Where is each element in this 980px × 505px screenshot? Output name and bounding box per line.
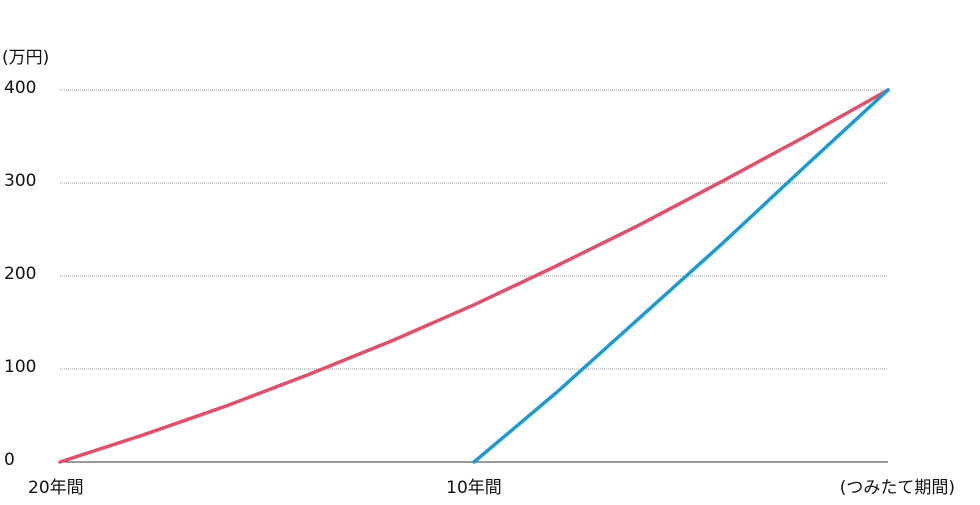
y-tick-label: 100 <box>4 357 36 377</box>
y-tick-label: 400 <box>4 78 36 98</box>
x-tick-label: 10年間 <box>446 478 502 498</box>
y-tick-label: 300 <box>4 171 36 191</box>
y-tick-label: 0 <box>4 450 15 470</box>
y-tick-label: 200 <box>4 264 36 284</box>
x-axis-label: (つみたて期間) <box>840 478 955 498</box>
x-tick-label: 20年間 <box>28 478 84 498</box>
line-series <box>58 88 890 464</box>
line-series <box>472 88 890 464</box>
y-axis-unit: (万円) <box>2 48 49 68</box>
